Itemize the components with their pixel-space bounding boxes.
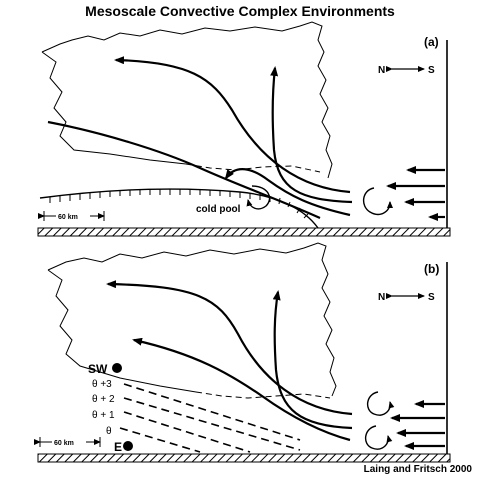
- diagram-title: Mesoscale Convective Complex Environment…: [85, 3, 395, 19]
- isentrope-line-1: [123, 411, 251, 453]
- isentrope-label-1: θ + 1: [92, 410, 115, 421]
- panel-a-label: (a): [424, 35, 439, 49]
- cold-pool-dome: [39, 188, 319, 229]
- updraft-arrow-a: [270, 66, 353, 204]
- north-label-b: N: [378, 292, 385, 303]
- isentrope-label-0: θ: [106, 426, 112, 437]
- cold-pool-label: cold pool: [196, 204, 241, 215]
- station-e-marker: [123, 441, 133, 451]
- circulation-curl-b2: [365, 425, 393, 450]
- isentrope-line-0: [119, 427, 201, 453]
- updraft-arrow-b: [272, 290, 353, 430]
- scale-label-a: 60 km: [58, 214, 78, 221]
- scale-label-bg-b: [52, 437, 86, 447]
- ascending-outflow-arrow-b: [106, 280, 353, 416]
- rear-inflow-arrow-b: [132, 337, 351, 442]
- panel-a: (a) N S col: [37, 21, 451, 237]
- scale-label-bg-a: [56, 211, 90, 221]
- station-e-label: E: [114, 440, 122, 454]
- circulation-curl-a1: [246, 185, 271, 210]
- south-label-a: S: [428, 65, 435, 76]
- cloud-outline-b: [47, 242, 337, 397]
- north-label-a: N: [378, 65, 385, 76]
- ground-b: [37, 453, 451, 463]
- station-sw-marker: [112, 363, 122, 373]
- ground-a: [37, 227, 451, 237]
- isentrope-line-3: [123, 383, 301, 441]
- isentrope-label-3: θ +3: [92, 379, 112, 390]
- panel-b: (b) N S θ +3 θ + 2 θ + 1 θ SW E: [34, 242, 451, 463]
- panel-b-label: (b): [424, 262, 439, 276]
- circulation-curl-a2: [363, 187, 393, 216]
- downdraft-arrow-a: [224, 168, 351, 217]
- station-sw-label: SW: [88, 362, 108, 376]
- isentrope-label-2: θ + 2: [92, 394, 115, 405]
- cloud-outline-a: [41, 21, 333, 179]
- anvil-base-dashed-a: [185, 163, 321, 173]
- circulation-curl-b1: [367, 391, 395, 416]
- ascending-outflow-arrow-a: [114, 56, 351, 194]
- isentrope-line-2: [123, 397, 301, 451]
- scale-label-b: 60 km: [54, 440, 74, 447]
- credit-label: Laing and Fritsch 2000: [363, 464, 472, 475]
- south-label-b: S: [428, 292, 435, 303]
- anvil-base-dashed-b: [195, 391, 331, 399]
- cold-pool-ticks: [49, 189, 309, 219]
